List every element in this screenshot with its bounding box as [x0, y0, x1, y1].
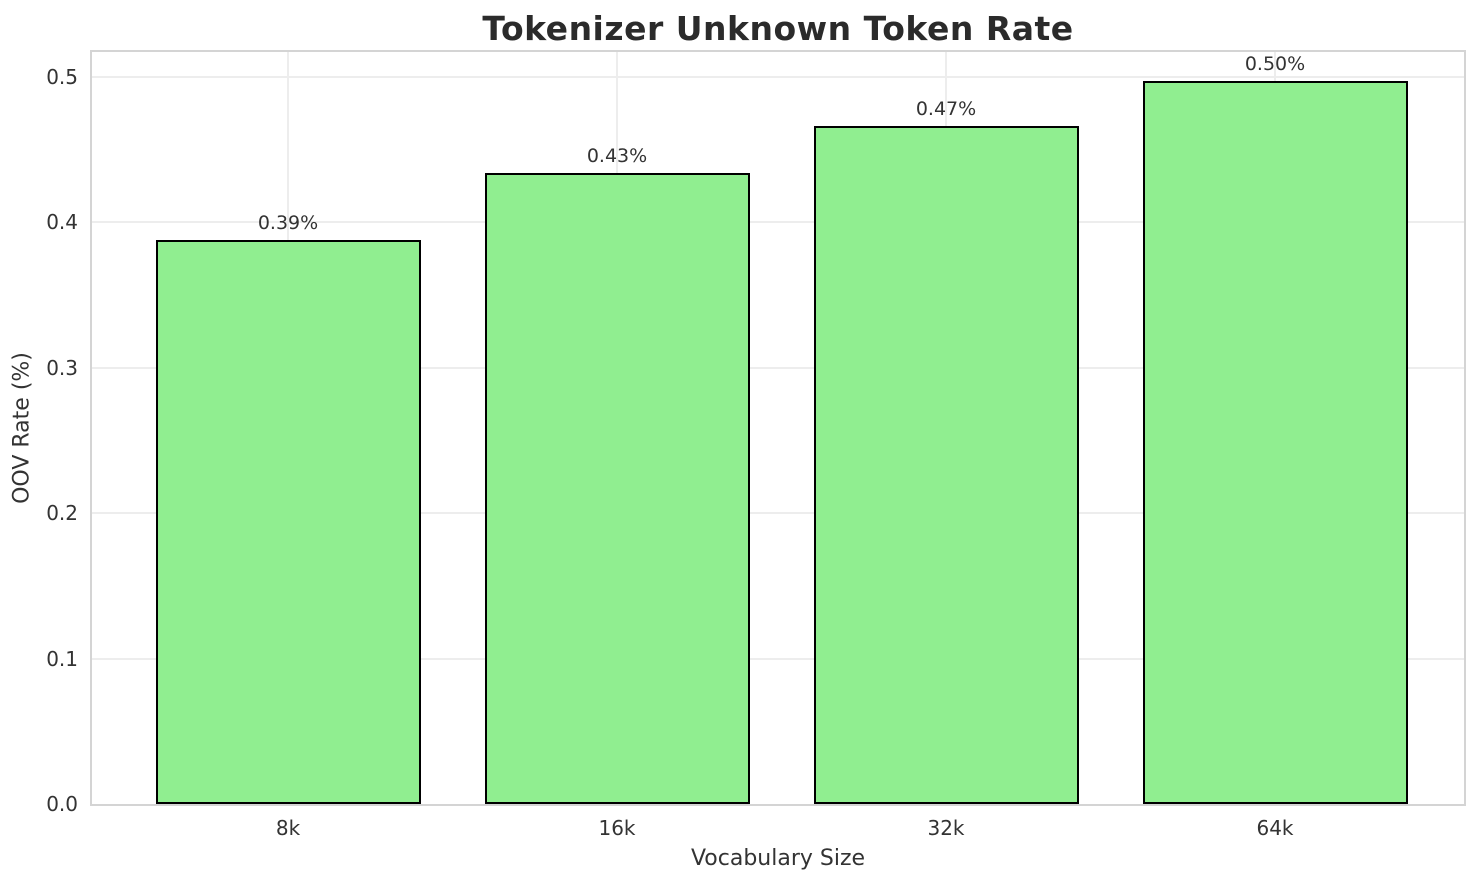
y-tick-label: 0.1: [46, 646, 78, 671]
y-tick-label: 0.4: [46, 210, 78, 235]
plot-area: 0.39% 0.43% 0.47% 0.50%: [90, 50, 1466, 806]
bar: [813, 126, 1079, 804]
y-tick-label: 0.0: [46, 792, 78, 816]
chart-title: Tokenizer Unknown Token Rate: [482, 9, 1074, 48]
x-tick-label: 16k: [598, 816, 636, 840]
y-tick-label: 0.5: [46, 64, 78, 89]
x-tick-label: 64k: [1256, 816, 1294, 840]
bar-value-label: 0.39%: [257, 211, 319, 234]
y-tick-label: 0.3: [46, 355, 78, 380]
x-tick-label: 32k: [927, 816, 965, 840]
bar: [155, 239, 421, 804]
gridline-h: [92, 366, 1464, 369]
bar: [484, 172, 750, 804]
bar: [1142, 81, 1408, 804]
x-axis-label: Vocabulary Size: [690, 846, 866, 871]
bar-value-label: 0.43%: [586, 144, 648, 167]
bar-value-label: 0.50%: [1244, 53, 1306, 76]
gridline-h: [92, 657, 1464, 660]
x-tick-label: 8k: [275, 816, 301, 840]
gridline-h: [92, 512, 1464, 515]
gridline-h: [92, 75, 1464, 78]
gridline-h: [92, 221, 1464, 224]
y-tick-label: 0.2: [46, 501, 78, 526]
bar-value-label: 0.47%: [915, 98, 977, 121]
